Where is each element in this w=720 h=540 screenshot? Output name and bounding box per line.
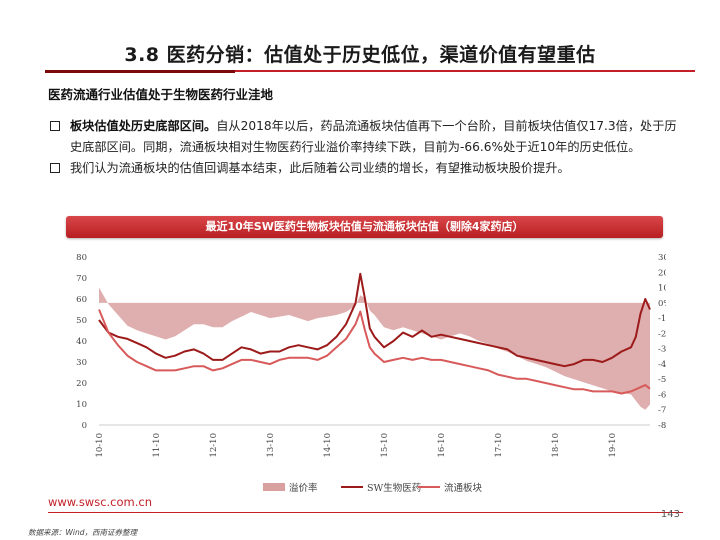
bullet-item-1: 板块估值处历史底部区间。自从2018年以后，药品流通板块估值再下一个台阶，目前板…	[48, 116, 688, 158]
legend-label: 流通板块	[444, 482, 483, 494]
y-right-tick: -30%	[658, 345, 666, 355]
x-tick: 17-10	[494, 433, 504, 458]
bullet-lead: 板块估值处历史底部区间。	[70, 119, 217, 133]
series-line-distribution	[98, 309, 651, 395]
chart-title-banner: 最近10年SW医药生物板块估值与流通板块估值（剔除4家药店）	[66, 216, 663, 238]
y-right-tick: 20%	[658, 268, 666, 278]
data-source: 数据来源：Wind，西南证券整理	[28, 528, 138, 537]
series-line-sw-biomed	[98, 272, 651, 368]
footer-url[interactable]: www.swsc.com.cn	[48, 495, 153, 509]
bullet-list: 板块估值处历史底部区间。自从2018年以后，药品流通板块估值再下一个台阶，目前板…	[48, 116, 688, 179]
y-right-tick: -40%	[658, 360, 666, 370]
y-left-tick: 0	[82, 421, 87, 431]
y-left-tick: 60	[76, 295, 87, 305]
x-tick: 19-10	[608, 433, 618, 458]
x-tick: 18-10	[551, 433, 561, 458]
footer-divider	[48, 512, 683, 513]
x-tick: 13-10	[266, 433, 276, 458]
series-area-premium-rate	[99, 287, 650, 410]
x-tick: 16-10	[437, 433, 447, 458]
x-tick: 10-10	[95, 433, 105, 458]
x-tick: 12-10	[209, 433, 219, 458]
bullet-item-2: 我们认为流通板块的估值回调基本结束，此后随着公司业绩的增长，有望推动板块股价提升…	[48, 158, 688, 179]
y-left-tick: 40	[76, 337, 87, 347]
y-left-tick: 80	[76, 253, 87, 263]
bullet-text: 我们认为流通板块的估值回调基本结束，此后随着公司业绩的增长，有望推动板块股价提升…	[70, 161, 570, 175]
y-left-tick: 70	[76, 274, 87, 284]
checkbox-square-icon	[50, 121, 60, 131]
y-right-tick: -80%	[658, 421, 666, 431]
x-tick: 14-10	[323, 433, 333, 458]
legend-label: 溢价率	[289, 482, 318, 494]
page-title: 3.8 医药分销：估值处于历史低位，渠道价值有望重估	[124, 44, 596, 66]
y-right-tick: -20%	[658, 329, 666, 339]
y-right-tick: 0%	[658, 299, 666, 309]
title-underline	[45, 70, 695, 73]
legend-label: SW生物医药	[367, 482, 421, 494]
y-right-tick: -10%	[658, 314, 666, 324]
y-right-tick: -60%	[658, 390, 666, 400]
y-left-tick: 50	[76, 316, 87, 326]
valuation-chart: 0 10 20 30 40 50 60 70 80 -80% -70% -60% -50% -40% -30…	[76, 253, 666, 494]
x-tick: 15-10	[380, 433, 390, 458]
page-number: 143	[660, 509, 680, 520]
y-left-tick: 20	[76, 379, 87, 389]
checkbox-square-icon	[50, 163, 60, 173]
y-left-tick: 10	[76, 400, 87, 410]
bullet-text: 自从2018年以后，药品流通板块估值再下一个台阶，目前板块估值仅17.3倍，处于…	[70, 119, 677, 154]
x-tick: 11-10	[152, 433, 162, 458]
y-right-tick: 30%	[658, 253, 666, 263]
section-subhead: 医药流通行业估值处于生物医药行业洼地	[48, 87, 274, 102]
y-right-tick: -50%	[658, 375, 666, 385]
y-right-tick: -70%	[658, 406, 666, 416]
y-right-tick: 10%	[658, 284, 666, 294]
y-left-tick: 30	[76, 358, 87, 368]
legend-swatch-premium-rate	[263, 483, 285, 491]
